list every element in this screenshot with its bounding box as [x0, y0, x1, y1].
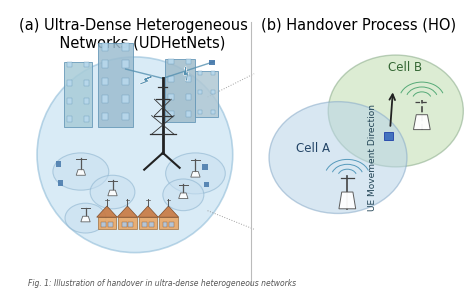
Bar [211, 90, 215, 95]
Bar [83, 62, 89, 68]
Bar [56, 161, 61, 167]
Polygon shape [137, 206, 158, 217]
Polygon shape [117, 206, 137, 217]
Bar [149, 222, 154, 227]
Bar [122, 78, 129, 85]
Polygon shape [339, 192, 356, 209]
Bar [122, 43, 129, 51]
Text: UE Movement Direction: UE Movement Direction [368, 104, 377, 211]
Bar [67, 116, 73, 122]
Bar [186, 59, 191, 65]
Polygon shape [413, 115, 430, 130]
Bar [383, 132, 393, 140]
Text: (a) Ultra-Dense Heterogeneous
    Networks (UDHetNets): (a) Ultra-Dense Heterogeneous Networks (… [18, 18, 247, 50]
Bar [186, 112, 191, 117]
Bar [57, 180, 63, 185]
Polygon shape [158, 206, 179, 217]
Bar [168, 59, 173, 65]
Bar [168, 94, 173, 100]
Bar [83, 116, 89, 122]
Ellipse shape [163, 179, 204, 211]
Bar [102, 43, 108, 51]
Bar [195, 71, 218, 118]
Bar [163, 222, 167, 227]
Bar [128, 222, 133, 227]
Bar [186, 76, 191, 82]
Bar [186, 94, 191, 100]
Bar [67, 98, 73, 104]
Polygon shape [179, 193, 188, 198]
Bar [202, 164, 208, 170]
Bar [138, 217, 157, 229]
Bar [98, 217, 116, 229]
Bar [122, 60, 129, 68]
Polygon shape [108, 190, 117, 196]
Bar [142, 222, 147, 227]
Bar [64, 62, 92, 127]
Bar [122, 112, 129, 120]
Bar [169, 222, 174, 227]
Bar [67, 80, 73, 85]
Ellipse shape [269, 102, 407, 213]
Bar [102, 78, 108, 85]
Bar [211, 71, 215, 75]
Bar [168, 112, 173, 117]
Bar [102, 95, 108, 103]
Ellipse shape [165, 153, 225, 194]
Ellipse shape [53, 153, 109, 190]
Bar [198, 71, 202, 75]
Bar [83, 98, 89, 104]
Bar [102, 60, 108, 68]
Text: (b) Handover Process (HO): (b) Handover Process (HO) [261, 18, 456, 33]
Text: Cell B: Cell B [388, 61, 422, 74]
Bar [108, 222, 112, 227]
Text: Fig. 1: Illustration of handover in ultra-dense heterogeneous networks: Fig. 1: Illustration of handover in ultr… [28, 279, 296, 288]
Ellipse shape [90, 175, 135, 209]
Bar [211, 110, 215, 114]
Bar [198, 90, 202, 95]
Bar [168, 76, 173, 82]
Bar [83, 80, 89, 85]
Ellipse shape [328, 55, 463, 167]
Bar [122, 222, 127, 227]
Ellipse shape [65, 203, 106, 233]
Polygon shape [76, 170, 85, 175]
Bar [210, 60, 215, 65]
Bar [122, 95, 129, 103]
Bar [204, 182, 210, 187]
Polygon shape [191, 171, 200, 177]
Bar [101, 222, 106, 227]
Bar [198, 110, 202, 114]
Polygon shape [97, 206, 117, 217]
Bar [118, 217, 137, 229]
Bar [159, 217, 178, 229]
Bar [102, 112, 108, 120]
Polygon shape [81, 216, 90, 222]
Text: Cell A: Cell A [296, 142, 330, 155]
Bar [98, 43, 133, 127]
Bar [164, 59, 194, 122]
Bar [67, 62, 73, 68]
Ellipse shape [37, 57, 233, 253]
